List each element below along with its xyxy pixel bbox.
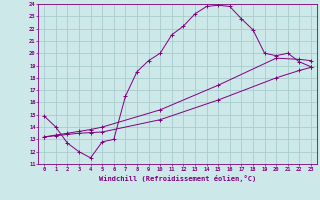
X-axis label: Windchill (Refroidissement éolien,°C): Windchill (Refroidissement éolien,°C) bbox=[99, 175, 256, 182]
